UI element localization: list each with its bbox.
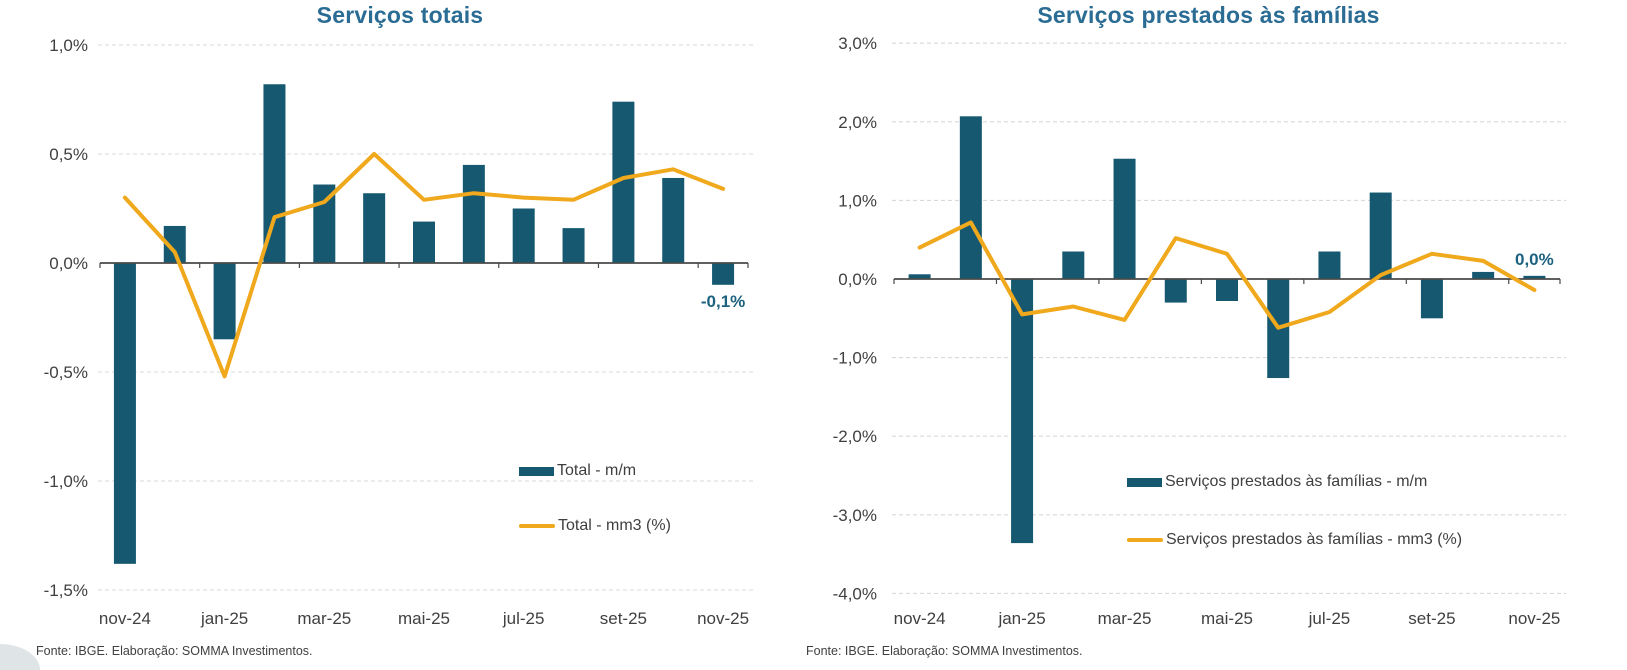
legend-label: Total - m/m: [557, 462, 637, 479]
svg-text:-4,0%: -4,0%: [833, 584, 877, 603]
chart-panel-servicos-familias: Serviços prestados às famílias 3,0% 2,0% 1…: [790, 0, 1627, 670]
chart-title: Serviços totais: [316, 2, 484, 28]
legend-item-line-series: Total - mm3 (%): [519, 515, 671, 537]
svg-text:0,5%: 0,5%: [49, 145, 88, 164]
svg-text:nov-24: nov-24: [99, 609, 151, 628]
bar-series-swatch: [1127, 477, 1162, 487]
svg-text:mar-25: mar-25: [297, 609, 351, 628]
svg-text:mai-25: mai-25: [398, 609, 450, 628]
legend: Total - m/m Total - mm3 (%): [519, 460, 671, 537]
svg-text:-1,0%: -1,0%: [833, 349, 877, 368]
legend-item-line-series: Serviços prestados às famílias - mm3 (%): [1127, 529, 1462, 551]
bar-series-swatch: [519, 466, 554, 476]
legend-item-bar-series: Total - m/m: [519, 460, 671, 482]
svg-text:set-25: set-25: [1408, 609, 1455, 628]
legend: Serviços prestados às famílias - m/m Ser…: [1127, 471, 1462, 551]
source-note: Fonte: IBGE. Elaboração: SOMMA Investime…: [806, 644, 1083, 658]
legend-label: Serviços prestados às famílias - mm3 (%): [1166, 531, 1463, 548]
svg-text:0,0%: 0,0%: [838, 270, 877, 289]
svg-text:2,0%: 2,0%: [838, 113, 877, 132]
line-series-swatch: [1127, 538, 1163, 542]
legend-item-bar-series: Serviços prestados às famílias - m/m: [1127, 471, 1462, 493]
svg-text:jan-25: jan-25: [997, 609, 1045, 628]
svg-text:jan-25: jan-25: [200, 609, 248, 628]
svg-text:-1,0%: -1,0%: [44, 472, 88, 491]
svg-text:-0,5%: -0,5%: [44, 363, 88, 382]
svg-text:3,0%: 3,0%: [838, 34, 877, 53]
svg-text:nov-25: nov-25: [1508, 609, 1560, 628]
svg-text:-3,0%: -3,0%: [833, 506, 877, 525]
legend-label: Total - mm3 (%): [558, 517, 671, 534]
svg-text:mai-25: mai-25: [1201, 609, 1253, 628]
chart-panel-servicos-totais: Serviços totais 1,0% 0,5% 0,0% -0,5% -1,0% -1…: [0, 0, 800, 670]
svg-text:1,0%: 1,0%: [49, 36, 88, 55]
svg-text:nov-25: nov-25: [697, 609, 749, 628]
svg-text:set-25: set-25: [600, 609, 647, 628]
svg-text:nov-24: nov-24: [894, 609, 946, 628]
svg-text:-2,0%: -2,0%: [833, 427, 877, 446]
svg-text:-1,5%: -1,5%: [44, 581, 88, 600]
servicos-totais-chart: 1,0% 0,5% 0,0% -0,5% -1,0% -1,5% nov-24 jan-25 m…: [44, 36, 754, 628]
svg-text:1,0%: 1,0%: [838, 191, 877, 210]
chart-title: Serviços prestados às famílias: [1037, 2, 1380, 28]
svg-text:0,0%: 0,0%: [49, 254, 88, 273]
source-note: Fonte: IBGE. Elaboração: SOMMA Investime…: [36, 644, 313, 658]
svg-text:jul-25: jul-25: [502, 609, 545, 628]
legend-label: Serviços prestados às famílias - m/m: [1165, 473, 1428, 490]
line-series-swatch: [519, 524, 555, 528]
last-value-annotation: 0,0%: [1515, 250, 1554, 269]
svg-text:jul-25: jul-25: [1308, 609, 1351, 628]
last-value-annotation: -0,1%: [700, 292, 746, 311]
svg-text:mar-25: mar-25: [1098, 609, 1152, 628]
servicos-familias-chart: 3,0% 2,0% 1,0% 0,0% -1,0% -2,0% -3,0% -4,0% nov-…: [833, 34, 1566, 628]
